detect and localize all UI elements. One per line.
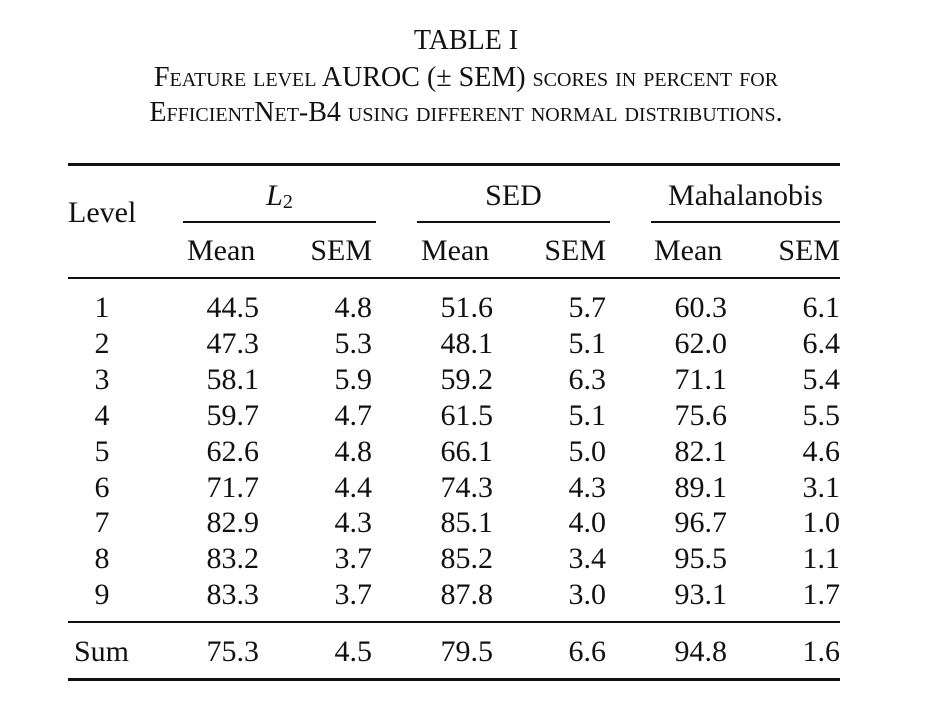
subheader-mean: Mean bbox=[187, 234, 256, 267]
group-header-sed: SED bbox=[485, 179, 542, 212]
level-cell: 8 bbox=[94, 542, 110, 575]
value-cell: 3.0 bbox=[568, 578, 607, 611]
value-cell: 6.1 bbox=[802, 291, 841, 324]
group-rule-mahalanobis bbox=[651, 221, 840, 223]
value-cell: 82.1 bbox=[674, 435, 728, 468]
value-cell: 58.1 bbox=[206, 363, 260, 396]
value-cell: 62.6 bbox=[206, 435, 260, 468]
caption-text: Feature level AUROC ( bbox=[153, 62, 437, 93]
value-cell: 87.8 bbox=[440, 578, 494, 611]
value-cell: 5.5 bbox=[802, 399, 841, 432]
group-rule-sed bbox=[417, 221, 610, 223]
value-cell: 4.7 bbox=[334, 399, 373, 432]
caption-text: ± SEM bbox=[436, 62, 517, 93]
caption-text: using different normal distributions. bbox=[340, 97, 783, 128]
group-header-l2: L2 bbox=[183, 179, 376, 213]
value-cell: 5.3 bbox=[334, 327, 373, 360]
value-cell: 5.7 bbox=[568, 291, 607, 324]
value-cell: 5.9 bbox=[334, 363, 373, 396]
value-cell: 71.7 bbox=[206, 471, 260, 504]
value-cell: 61.5 bbox=[440, 399, 494, 432]
subheader-sem: SEM bbox=[778, 234, 840, 267]
level-cell: 5 bbox=[94, 435, 110, 468]
level-cell: 1 bbox=[94, 291, 110, 324]
group-header-mahalanobis: Mahalanobis bbox=[668, 179, 823, 212]
table-caption-line-2: EfficientNet-B4 using different normal d… bbox=[0, 99, 932, 127]
sum-label: Sum bbox=[74, 635, 130, 668]
value-cell: 95.5 bbox=[674, 542, 728, 575]
value-cell: 47.3 bbox=[206, 327, 260, 360]
subheader-mean: Mean bbox=[421, 234, 490, 267]
value-cell: 75.6 bbox=[674, 399, 728, 432]
value-cell: 4.0 bbox=[568, 506, 607, 539]
value-cell: 71.1 bbox=[674, 363, 728, 396]
value-cell: 79.5 bbox=[440, 635, 494, 668]
value-cell: 62.0 bbox=[674, 327, 728, 360]
subheader-sem: SEM bbox=[310, 234, 372, 267]
level-header: Level bbox=[68, 196, 137, 229]
value-cell: 6.4 bbox=[802, 327, 841, 360]
value-cell: 44.5 bbox=[206, 291, 260, 324]
table-top-rule bbox=[68, 163, 840, 166]
value-cell: 5.0 bbox=[568, 435, 607, 468]
group-rule-l2 bbox=[183, 221, 376, 223]
value-cell: 4.3 bbox=[568, 471, 607, 504]
value-cell: 85.2 bbox=[440, 542, 494, 575]
caption-text: ) scores in percent for bbox=[516, 62, 779, 93]
value-cell: 51.6 bbox=[440, 291, 494, 324]
value-cell: 4.8 bbox=[334, 435, 373, 468]
value-cell: 6.3 bbox=[568, 363, 607, 396]
value-cell: 4.6 bbox=[802, 435, 841, 468]
value-cell: 48.1 bbox=[440, 327, 494, 360]
value-cell: 1.6 bbox=[802, 635, 841, 668]
value-cell: 5.1 bbox=[568, 399, 607, 432]
value-cell: 1.7 bbox=[802, 578, 841, 611]
level-cell: 9 bbox=[94, 578, 110, 611]
value-cell: 60.3 bbox=[674, 291, 728, 324]
level-cell: 6 bbox=[94, 471, 110, 504]
value-cell: 5.1 bbox=[568, 327, 607, 360]
value-cell: 82.9 bbox=[206, 506, 260, 539]
header-rule bbox=[68, 277, 840, 279]
level-cell: 4 bbox=[94, 399, 110, 432]
value-cell: 1.1 bbox=[802, 542, 841, 575]
value-cell: 3.7 bbox=[334, 578, 373, 611]
group-header-sub: 2 bbox=[282, 191, 293, 213]
value-cell: 96.7 bbox=[674, 506, 728, 539]
value-cell: 3.4 bbox=[568, 542, 607, 575]
value-cell: 4.3 bbox=[334, 506, 373, 539]
value-cell: 83.3 bbox=[206, 578, 260, 611]
value-cell: 93.1 bbox=[674, 578, 728, 611]
table-label: TABLE I bbox=[413, 25, 519, 56]
value-cell: 74.3 bbox=[440, 471, 494, 504]
value-cell: 3.7 bbox=[334, 542, 373, 575]
value-cell: 89.1 bbox=[674, 471, 728, 504]
caption-text: EfficientNet-B4 bbox=[149, 97, 341, 128]
value-cell: 4.8 bbox=[334, 291, 373, 324]
value-cell: 4.5 bbox=[334, 635, 373, 668]
level-cell: 2 bbox=[94, 327, 110, 360]
value-cell: 1.0 bbox=[802, 506, 841, 539]
sum-rule bbox=[68, 621, 840, 623]
subheader-mean: Mean bbox=[654, 234, 723, 267]
value-cell: 83.2 bbox=[206, 542, 260, 575]
value-cell: 4.4 bbox=[334, 471, 373, 504]
value-cell: 66.1 bbox=[440, 435, 494, 468]
subheader-sem: SEM bbox=[544, 234, 606, 267]
value-cell: 75.3 bbox=[206, 635, 260, 668]
level-cell: 3 bbox=[94, 363, 110, 396]
level-cell: 7 bbox=[94, 506, 110, 539]
value-cell: 94.8 bbox=[674, 635, 728, 668]
value-cell: 3.1 bbox=[802, 471, 841, 504]
value-cell: 85.1 bbox=[440, 506, 494, 539]
group-header-main: L bbox=[266, 179, 283, 212]
table-bottom-rule bbox=[68, 678, 840, 681]
value-cell: 6.6 bbox=[568, 635, 607, 668]
value-cell: 59.2 bbox=[440, 363, 494, 396]
table-caption-line-1: Feature level AUROC (± SEM) scores in pe… bbox=[0, 64, 932, 92]
value-cell: 59.7 bbox=[206, 399, 260, 432]
value-cell: 5.4 bbox=[802, 363, 841, 396]
